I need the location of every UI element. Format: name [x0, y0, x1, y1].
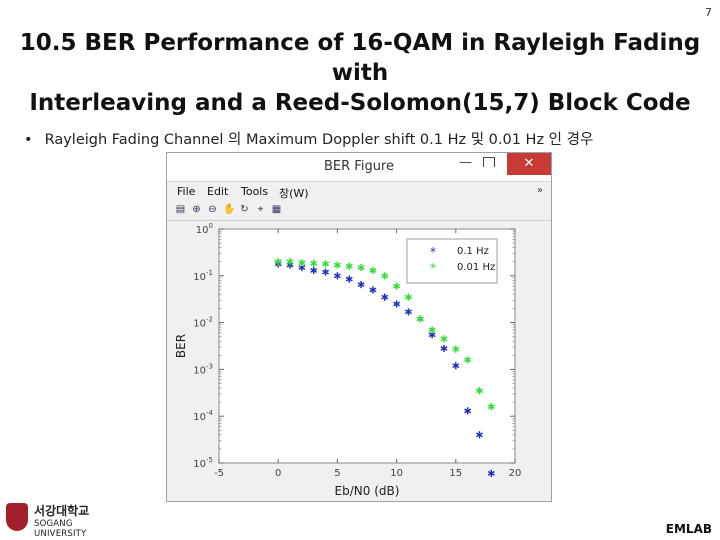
data-point-series-0 — [310, 266, 318, 275]
data-point-series-1 — [428, 326, 436, 334]
menu-bar: File Edit Tools 창(W) » — [167, 182, 551, 202]
university-logo: 서강대학교 SOGANG UNIVERSITY — [6, 501, 116, 539]
data-point-series-1 — [345, 262, 353, 270]
legend-marker-0: * — [430, 245, 436, 259]
y-tick-label: 10-1 — [193, 269, 213, 283]
data-point-series-1 — [416, 315, 424, 323]
x-tick-label: 20 — [509, 468, 522, 479]
data-points — [274, 258, 495, 477]
data-point-series-1 — [452, 345, 460, 353]
data-point-series-1 — [464, 356, 472, 364]
zoom-out-icon[interactable]: ⊖ — [208, 204, 217, 215]
page-number: 7 — [705, 6, 712, 19]
data-point-series-1 — [393, 282, 401, 290]
print-icon[interactable]: ▤ — [175, 204, 186, 215]
data-point-series-0 — [404, 308, 412, 316]
data-point-series-1 — [298, 259, 306, 267]
slide-title-line-2: Interleaving and a Reed-Solomon(15,7) Bl… — [29, 90, 691, 116]
data-point-series-1 — [274, 258, 282, 266]
pan-icon[interactable]: ✋ — [223, 204, 236, 215]
close-button[interactable]: ✕ — [507, 153, 551, 175]
logo-english-name: SOGANG UNIVERSITY — [34, 519, 87, 539]
data-point-series-0 — [452, 362, 460, 370]
legend-entry-1: 0.01 Hz — [457, 262, 495, 273]
y-tick-label: 10-3 — [193, 362, 213, 376]
university-seal-icon — [6, 503, 28, 531]
menu-file[interactable]: File — [177, 185, 196, 198]
data-point-series-0 — [369, 286, 377, 294]
logo-korean-name: 서강대학교 — [34, 504, 90, 518]
slide-title-line-1: 10.5 BER Performance of 16-QAM in Raylei… — [19, 30, 701, 86]
footer-lab-name: EMLAB — [665, 522, 712, 536]
data-point-series-1 — [404, 293, 412, 301]
y-tick-label: 100 — [196, 222, 213, 236]
ber-plot: -5 0 5 10 15 20 100 10-1 10-2 10-3 10-4 10-5 Eb/N0… — [174, 222, 521, 498]
data-point-series-1 — [381, 272, 389, 280]
axis-ticks — [218, 228, 516, 464]
minimize-button[interactable]: — — [459, 155, 472, 170]
data-point-series-0 — [381, 293, 389, 301]
data-point-series-0 — [440, 344, 448, 353]
data-point-series-1 — [475, 387, 483, 395]
data-point-series-1 — [333, 261, 341, 269]
data-point-series-1 — [322, 260, 330, 268]
x-tick-label: 5 — [334, 468, 340, 479]
y-axis-label: BER — [174, 334, 188, 358]
rotate-icon[interactable]: ↻ — [240, 204, 249, 215]
legend-marker-1: * — [430, 261, 436, 275]
zoom-in-icon[interactable]: ⊕ — [192, 204, 201, 215]
y-tick-label: 10-4 — [193, 409, 213, 423]
data-point-series-1 — [487, 403, 495, 411]
y-tick-label: 10-2 — [193, 316, 213, 330]
menu-tools[interactable]: Tools — [241, 185, 269, 198]
data-point-series-0 — [487, 469, 495, 477]
slide-title: 10.5 BER Performance of 16-QAM in Raylei… — [0, 28, 720, 118]
data-point-series-0 — [393, 300, 401, 308]
legend: * 0.1 Hz * 0.01 Hz — [406, 238, 498, 284]
window-titlebar[interactable]: BER Figure — ✕ — [167, 153, 551, 182]
y-tick-label: 10-5 — [193, 456, 213, 470]
y-tick-labels: 100 10-1 10-2 10-3 10-4 10-5 — [193, 222, 213, 470]
window-title: BER Figure — [324, 159, 394, 174]
x-tick-label: -5 — [214, 468, 224, 479]
data-point-series-0 — [464, 407, 472, 415]
menu-edit[interactable]: Edit — [207, 185, 229, 198]
x-tick-label: 15 — [449, 468, 462, 479]
legend-box — [406, 238, 498, 284]
data-point-series-1 — [369, 266, 377, 275]
data-point-series-0 — [345, 275, 353, 283]
legend-entry-0: 0.1 Hz — [457, 246, 489, 257]
menu-window[interactable]: 창(W) — [279, 187, 309, 200]
x-tick-label: 0 — [275, 468, 281, 479]
bullet-text-content: Rayleigh Fading Channel 의 Maximum Dopple… — [44, 132, 594, 148]
data-point-series-0 — [357, 280, 365, 289]
x-tick-label: 10 — [390, 468, 403, 479]
data-point-series-1 — [310, 259, 318, 267]
insert-colorbar-icon[interactable]: ▦ — [271, 204, 282, 215]
double-chevron-icon[interactable]: » — [536, 185, 543, 196]
ber-figure-window: BER Figure — ✕ File Edit Tools 창(W) » ▤ … — [166, 152, 552, 502]
bullet-dot-icon: • — [24, 132, 33, 148]
data-point-series-1 — [357, 263, 365, 272]
data-point-series-0 — [475, 431, 483, 439]
data-point-series-1 — [440, 335, 448, 343]
data-point-series-1 — [286, 258, 294, 266]
x-tick-labels: -5 0 5 10 15 20 — [214, 468, 521, 479]
toolbar: ▤ ⊕ ⊖ ✋ ↻ ⌖ ▦ — [167, 202, 551, 221]
maximize-button[interactable] — [483, 157, 495, 167]
data-point-series-0 — [322, 268, 330, 276]
x-axis-label: Eb/N0 (dB) — [335, 484, 400, 498]
bullet-text: • Rayleigh Fading Channel 의 Maximum Doppl… — [24, 128, 593, 149]
data-cursor-icon[interactable]: ⌖ — [257, 204, 264, 215]
data-point-series-0 — [333, 272, 341, 280]
